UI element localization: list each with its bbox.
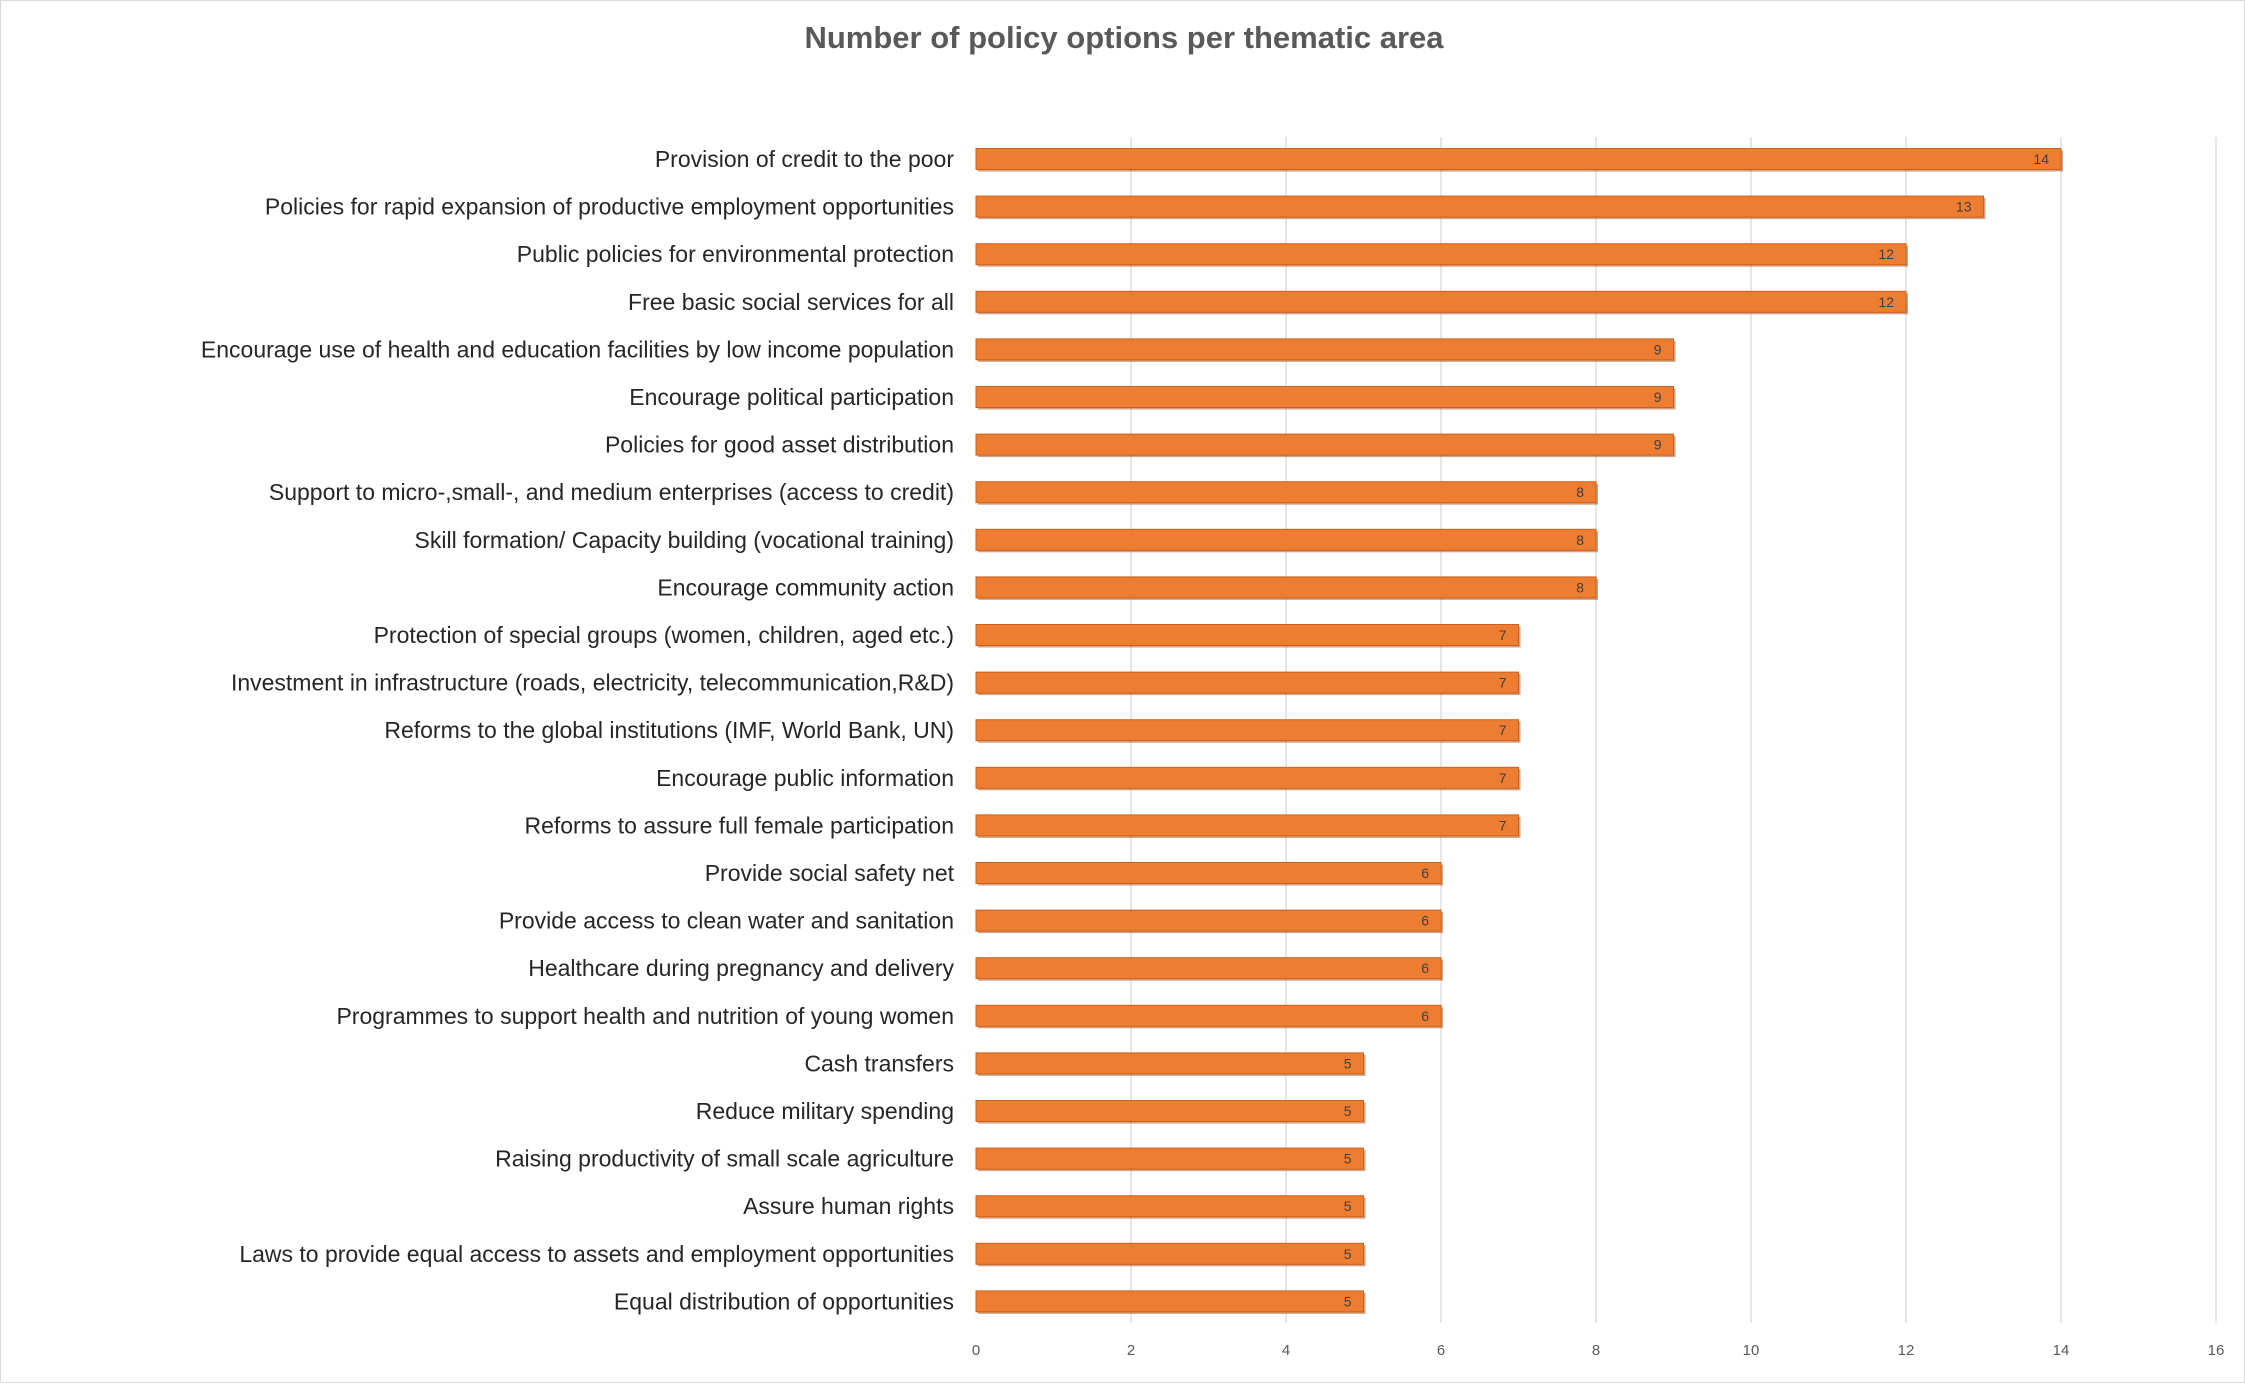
category-label: Encourage political participation <box>629 384 954 410</box>
data-label: 5 <box>1344 1246 1352 1262</box>
x-tick-label: 10 <box>1743 1342 1760 1359</box>
category-label: Support to micro-,small-, and medium ent… <box>269 479 954 505</box>
bar <box>975 814 1519 837</box>
category-label: Policies for rapid expansion of producti… <box>265 194 954 220</box>
x-tick-label: 0 <box>972 1342 980 1359</box>
data-label: 9 <box>1654 341 1662 357</box>
data-label: 5 <box>1344 1293 1352 1309</box>
category-label: Protection of special groups (women, chi… <box>374 622 954 648</box>
x-tick-label: 14 <box>2053 1342 2070 1359</box>
bar <box>975 195 1984 218</box>
data-label: 13 <box>1956 199 1972 215</box>
bar <box>975 148 2062 170</box>
bar <box>975 1147 1364 1170</box>
bar <box>975 481 1597 504</box>
bar <box>975 1052 1364 1075</box>
category-label: Skill formation/ Capacity building (voca… <box>415 527 954 553</box>
data-label: 8 <box>1576 484 1584 500</box>
data-label: 5 <box>1344 1055 1352 1071</box>
data-label: 14 <box>2033 151 2049 167</box>
bars: 14 13 12 12 9 9 9 8 8 8 7 7 7 7 7 6 6 6 6 5 5 5 5 5 5 <box>975 148 2063 1314</box>
category-label: Provision of credit to the poor <box>655 146 954 172</box>
bar <box>975 576 1597 599</box>
bar <box>975 386 1674 408</box>
data-label: 7 <box>1499 770 1507 786</box>
data-label: 8 <box>1576 532 1584 548</box>
bar <box>975 433 1674 456</box>
chart-title: Number of policy options per thematic ar… <box>804 20 1444 55</box>
bar <box>975 957 1442 980</box>
x-tick-label: 16 <box>2208 1342 2225 1359</box>
data-label: 12 <box>1878 246 1894 262</box>
x-tick-label: 2 <box>1127 1342 1135 1359</box>
data-label: 5 <box>1344 1151 1352 1167</box>
data-label: 5 <box>1344 1198 1352 1214</box>
bar <box>975 528 1597 551</box>
bar <box>975 1290 1364 1313</box>
category-label: Cash transfers <box>804 1050 954 1076</box>
category-label: Assure human rights <box>743 1193 954 1219</box>
category-label: Encourage community action <box>657 574 954 600</box>
bar <box>975 1195 1364 1218</box>
data-label: 8 <box>1576 579 1584 595</box>
x-tick-label: 6 <box>1437 1342 1445 1359</box>
category-label: Reforms to assure full female participat… <box>524 812 954 838</box>
category-label: Reforms to the global institutions (IMF,… <box>384 717 954 743</box>
data-label: 6 <box>1421 960 1429 976</box>
data-label: 9 <box>1654 389 1662 405</box>
bar <box>975 624 1519 646</box>
category-label: Equal distribution of opportunities <box>614 1288 954 1314</box>
category-label: Provide social safety net <box>705 860 955 886</box>
category-label: Provide access to clean water and sanita… <box>499 908 954 934</box>
bar <box>975 862 1442 884</box>
data-label: 7 <box>1499 675 1507 691</box>
category-label: Free basic social services for all <box>628 289 954 315</box>
data-label: 6 <box>1421 865 1429 881</box>
category-label: Public policies for environmental protec… <box>517 241 954 267</box>
category-label: Policies for good asset distribution <box>605 432 954 458</box>
bar <box>975 671 1519 694</box>
category-label: Programmes to support health and nutriti… <box>336 1003 954 1029</box>
bar <box>975 909 1442 932</box>
bar <box>975 243 1907 266</box>
x-tick-label: 8 <box>1592 1342 1600 1359</box>
data-label: 12 <box>1878 294 1894 310</box>
x-axis-tick-labels: 0 2 4 6 8 10 12 14 16 <box>972 1342 2225 1359</box>
category-label: Laws to provide equal access to assets a… <box>239 1241 954 1267</box>
data-label: 7 <box>1499 817 1507 833</box>
bar <box>975 290 1907 313</box>
x-tick-label: 12 <box>1898 1342 1915 1359</box>
category-labels: Provision of credit to the poor Policies … <box>201 146 955 1314</box>
category-label: Encourage public information <box>656 765 954 791</box>
category-label: Reduce military spending <box>696 1098 954 1124</box>
bar <box>975 1004 1442 1027</box>
data-label: 6 <box>1421 913 1429 929</box>
data-label: 7 <box>1499 722 1507 738</box>
bar <box>975 766 1519 789</box>
data-label: 5 <box>1344 1103 1352 1119</box>
category-label: Investment in infrastructure (roads, ele… <box>231 670 954 696</box>
category-label: Raising productivity of small scale agri… <box>495 1146 954 1172</box>
category-label: Healthcare during pregnancy and delivery <box>528 955 954 981</box>
bar <box>975 719 1519 742</box>
data-label: 7 <box>1499 627 1507 643</box>
bar <box>975 338 1674 361</box>
category-label: Encourage use of health and education fa… <box>201 336 954 362</box>
data-label: 6 <box>1421 1008 1429 1024</box>
bar <box>975 1242 1364 1265</box>
data-label: 9 <box>1654 437 1662 453</box>
x-tick-label: 4 <box>1282 1342 1290 1359</box>
bar <box>975 1100 1364 1122</box>
